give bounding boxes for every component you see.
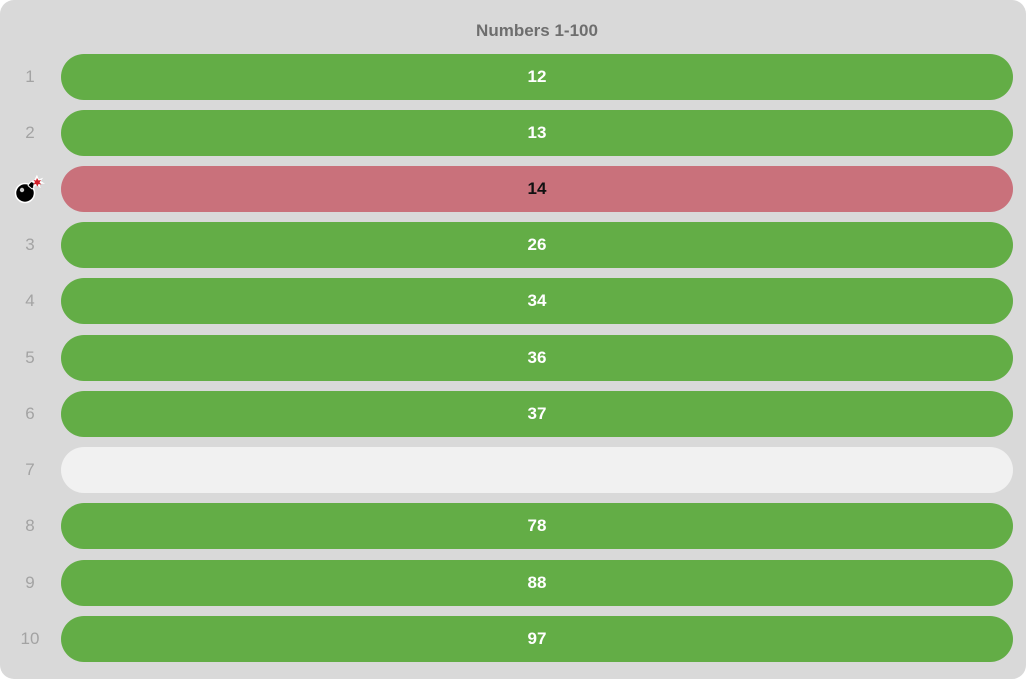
slot-row: 2 13 (0, 110, 1026, 156)
row-number: 3 (25, 235, 35, 254)
slot-row: 8 78 (0, 503, 1026, 549)
slot-row: 7 (0, 447, 1026, 493)
slot-row: 10 97 (0, 616, 1026, 662)
row-number: 10 (20, 629, 40, 648)
number-slot[interactable]: 13 (61, 110, 1013, 156)
number-slot[interactable]: 97 (61, 616, 1013, 662)
bomb-row: 14 (0, 166, 1026, 212)
number-slot[interactable]: 26 (61, 222, 1013, 268)
board-title: Numbers 1-100 (476, 21, 598, 40)
number-slot[interactable]: 37 (61, 391, 1013, 437)
bomb-icon (14, 173, 47, 204)
row-number: 5 (25, 348, 35, 367)
slot-row: 1 12 (0, 54, 1026, 100)
number-slot[interactable]: 14 (61, 166, 1013, 212)
slot-row: 6 37 (0, 391, 1026, 437)
number-slot[interactable]: 36 (61, 335, 1013, 381)
number-slot[interactable]: 78 (61, 503, 1013, 549)
row-number: 4 (25, 291, 35, 310)
row-number: 7 (25, 460, 35, 479)
number-slot[interactable]: 34 (61, 278, 1013, 324)
row-number: 8 (25, 516, 35, 535)
slot-row: 9 88 (0, 560, 1026, 606)
empty-slot[interactable] (61, 447, 1013, 493)
slot-row: 4 34 (0, 278, 1026, 324)
row-number: 1 (25, 67, 35, 86)
slot-row: 3 26 (0, 222, 1026, 268)
row-number: 2 (25, 123, 35, 142)
slot-row: 5 36 (0, 335, 1026, 381)
row-number: 6 (25, 404, 35, 423)
number-slot[interactable]: 12 (61, 54, 1013, 100)
row-number: 9 (25, 573, 35, 592)
number-slot[interactable]: 88 (61, 560, 1013, 606)
